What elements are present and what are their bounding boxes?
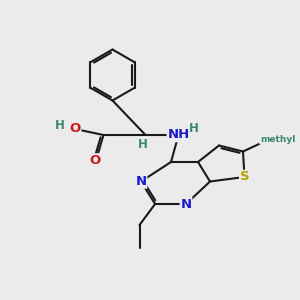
Text: H: H <box>138 138 148 151</box>
Text: N: N <box>180 197 192 211</box>
Text: O: O <box>89 154 100 167</box>
Text: O: O <box>69 122 81 136</box>
Text: H: H <box>55 119 64 132</box>
Text: N: N <box>135 175 147 188</box>
Text: NH: NH <box>167 128 190 142</box>
Text: H: H <box>189 122 199 135</box>
Text: S: S <box>240 170 249 184</box>
Text: methyl: methyl <box>260 135 295 144</box>
